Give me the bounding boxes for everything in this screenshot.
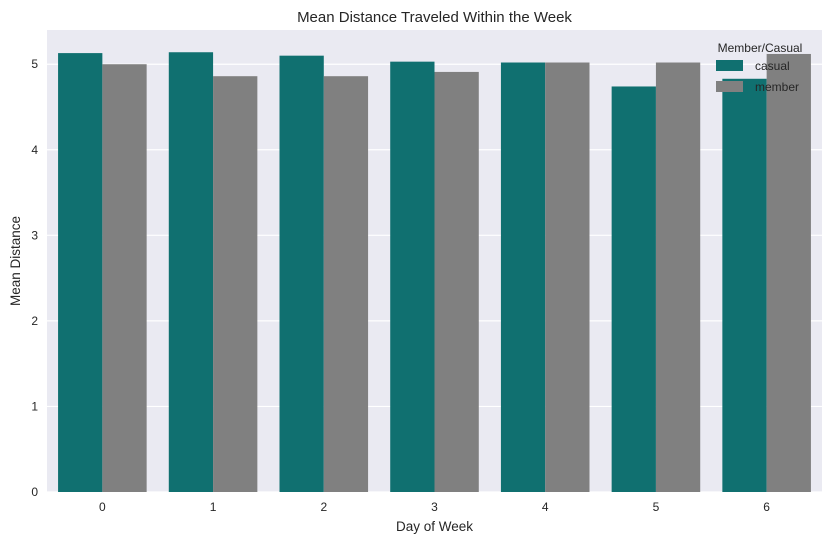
- y-tick-label: 0: [31, 485, 38, 499]
- x-tick-label: 5: [653, 500, 660, 514]
- legend-label-member: member: [755, 80, 799, 94]
- x-tick-label: 1: [210, 500, 217, 514]
- chart-title: Mean Distance Traveled Within the Week: [297, 9, 572, 26]
- y-tick-label: 2: [31, 314, 38, 328]
- bar-casual-5: [611, 86, 656, 492]
- bar-member-4: [545, 62, 590, 492]
- bar-casual-2: [279, 55, 324, 493]
- bar-casual-3: [390, 61, 435, 492]
- legend-label-casual: casual: [755, 59, 790, 73]
- y-tick-label: 4: [31, 143, 38, 157]
- x-tick-label: 6: [763, 500, 770, 514]
- x-tick-label: 2: [320, 500, 327, 514]
- y-tick-labels: 0 1 2 3 4 5: [31, 57, 38, 499]
- legend-swatch-casual: [716, 60, 743, 71]
- bar-member-5: [655, 62, 701, 492]
- legend: Member/Casual casual member: [716, 41, 802, 94]
- bar-member-6: [766, 53, 811, 493]
- y-axis-label: Mean Distance: [8, 216, 23, 306]
- bar-casual-0: [58, 53, 103, 492]
- bar-member-0: [102, 64, 147, 492]
- bars: [58, 52, 811, 493]
- y-tick-label: 1: [31, 399, 38, 413]
- bar-member-2: [323, 76, 369, 492]
- x-tick-label: 4: [542, 500, 549, 514]
- bar-casual-4: [500, 62, 546, 492]
- x-tick-label: 3: [431, 500, 438, 514]
- legend-title: Member/Casual: [718, 41, 803, 55]
- bar-casual-6: [722, 78, 767, 493]
- bar-member-1: [213, 76, 258, 492]
- legend-swatch-member: [716, 81, 743, 92]
- bar-member-3: [434, 71, 479, 493]
- x-axis-label: Day of Week: [396, 519, 473, 534]
- bar-casual-1: [168, 52, 214, 493]
- x-tick-labels: 0 1 2 3 4 5 6: [99, 500, 770, 514]
- y-tick-label: 5: [31, 57, 38, 71]
- y-tick-label: 3: [31, 228, 38, 242]
- x-tick-label: 0: [99, 500, 106, 514]
